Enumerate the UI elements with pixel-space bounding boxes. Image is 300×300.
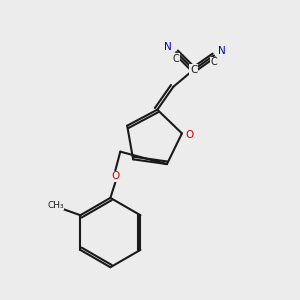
Text: N: N (218, 46, 226, 56)
Text: O: O (111, 171, 119, 182)
Text: N: N (164, 42, 172, 52)
Text: C: C (190, 65, 197, 75)
Text: CH₃: CH₃ (47, 201, 64, 210)
Text: C: C (173, 54, 179, 64)
Text: O: O (185, 130, 193, 140)
Text: C: C (211, 57, 218, 67)
